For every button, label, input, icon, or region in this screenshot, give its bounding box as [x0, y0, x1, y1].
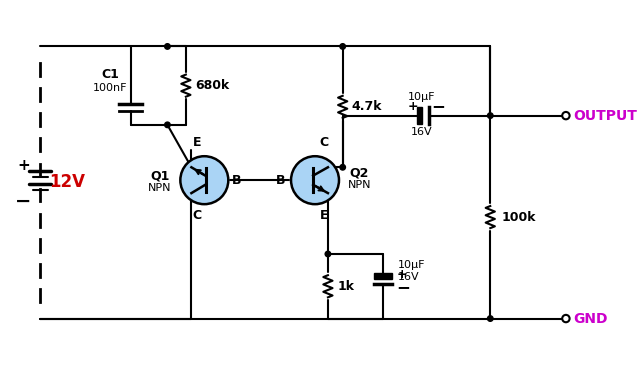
Text: Q1: Q1	[150, 169, 170, 182]
Text: 16V: 16V	[411, 127, 433, 137]
Text: E: E	[320, 209, 328, 222]
Circle shape	[562, 315, 570, 322]
Text: −: −	[431, 97, 445, 115]
Circle shape	[325, 251, 331, 257]
Circle shape	[180, 156, 228, 204]
Bar	[417, 107, 422, 124]
Text: −: −	[15, 192, 32, 211]
Text: E: E	[193, 136, 201, 149]
Text: Q2: Q2	[349, 166, 369, 179]
Text: C1: C1	[101, 68, 119, 81]
Text: 10μF: 10μF	[408, 92, 436, 102]
Text: 10μF: 10μF	[398, 260, 426, 270]
Text: B: B	[232, 174, 241, 187]
Text: GND: GND	[573, 312, 608, 326]
Text: −: −	[396, 278, 410, 296]
Circle shape	[340, 44, 346, 49]
Circle shape	[488, 316, 493, 321]
Text: 680k: 680k	[195, 79, 229, 92]
Circle shape	[291, 156, 339, 204]
Circle shape	[340, 165, 346, 170]
Text: +: +	[408, 100, 418, 113]
Text: C: C	[319, 136, 329, 149]
Text: +: +	[396, 268, 407, 281]
Circle shape	[562, 112, 570, 119]
Circle shape	[488, 113, 493, 118]
Text: 4.7k: 4.7k	[352, 100, 383, 114]
Text: B: B	[276, 174, 285, 187]
Text: C: C	[193, 209, 202, 222]
Text: 100k: 100k	[501, 211, 536, 224]
Text: 12V: 12V	[49, 173, 85, 192]
Text: NPN: NPN	[348, 180, 371, 190]
Circle shape	[164, 122, 170, 128]
Text: NPN: NPN	[148, 182, 172, 193]
Circle shape	[164, 44, 170, 49]
Text: 1k: 1k	[337, 280, 354, 293]
Text: OUTPUT: OUTPUT	[573, 109, 637, 123]
Text: +: +	[17, 158, 30, 173]
Text: 100nF: 100nF	[93, 83, 127, 93]
Bar	[374, 273, 392, 279]
Text: 16V: 16V	[398, 272, 420, 282]
